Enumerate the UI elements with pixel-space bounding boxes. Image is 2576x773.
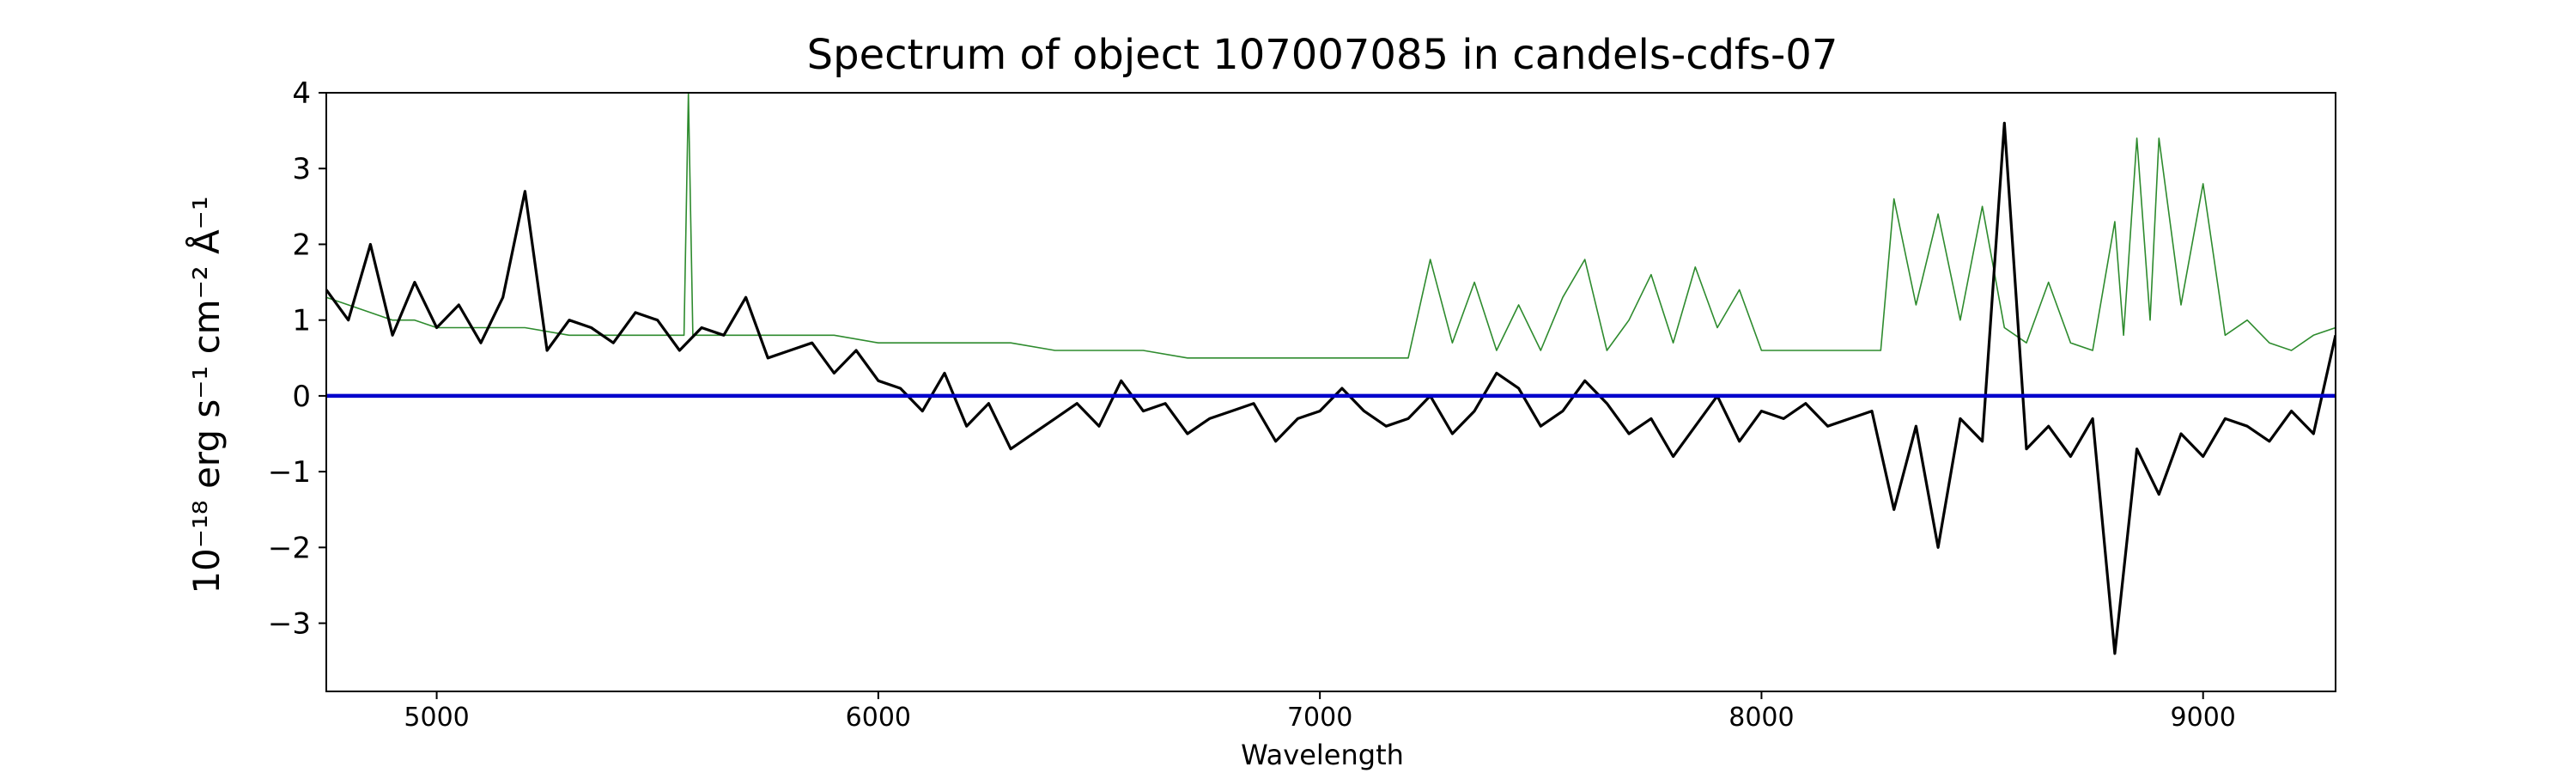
y-tick-label-0: 0 — [292, 380, 311, 414]
x-axis-label: Wavelength — [1241, 739, 1404, 771]
chart-title: Spectrum of object 107007085 in candels-… — [807, 31, 1838, 79]
x-tick-label-8000: 8000 — [1728, 703, 1794, 733]
axes-frame — [325, 92, 2336, 692]
series-line-1 — [326, 93, 2336, 359]
x-tick-label-9000: 9000 — [2171, 703, 2236, 733]
x-tick-label-7000: 7000 — [1287, 703, 1352, 733]
y-axis-label: 10⁻¹⁸ erg s⁻¹ cm⁻² Å⁻¹ — [185, 196, 228, 593]
y-tick-label--1: −1 — [268, 455, 311, 490]
plot-area: 5000 6000 7000 8000 9000 −3 −2 −1 0 1 2 3 4 — [268, 76, 2336, 733]
y-tick-label-4: 4 — [292, 76, 311, 111]
y-tick-label-3: 3 — [292, 152, 311, 186]
x-tick-label-6000: 6000 — [846, 703, 911, 733]
y-tick-label--2: −2 — [268, 531, 311, 565]
y-tick-label-1: 1 — [292, 304, 311, 338]
y-tick-label-2: 2 — [292, 228, 311, 262]
series-line-0 — [326, 121, 2336, 655]
x-tick-label-5000: 5000 — [404, 703, 469, 733]
y-tick-label--3: −3 — [268, 607, 311, 642]
